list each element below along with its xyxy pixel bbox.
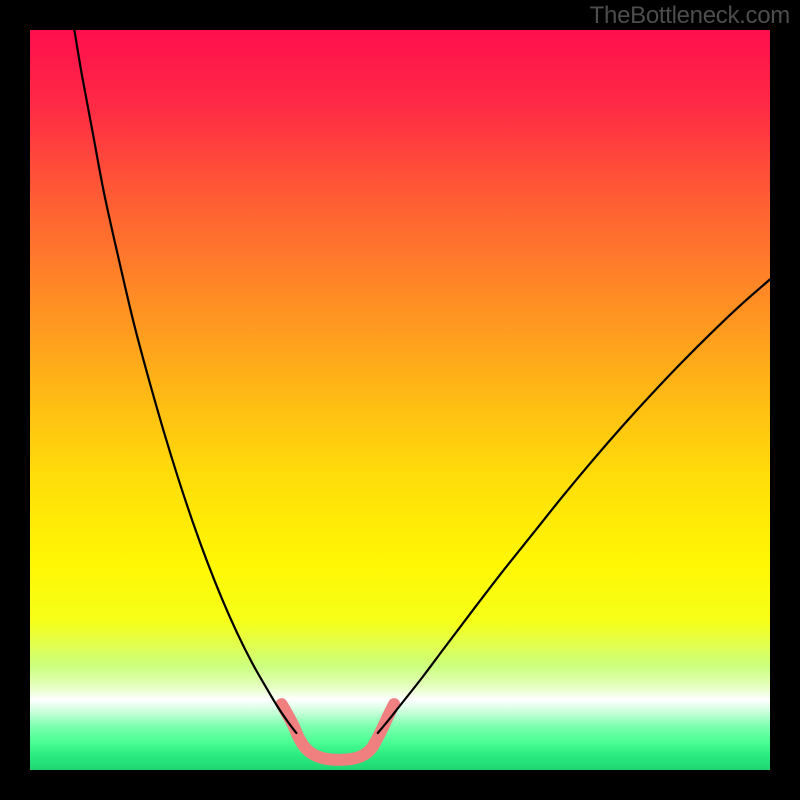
chart-background xyxy=(30,30,770,770)
plot-area xyxy=(30,30,770,770)
watermark-text: TheBottleneck.com xyxy=(590,2,790,30)
chart-root: TheBottleneck.com xyxy=(0,0,800,800)
plot-svg xyxy=(30,30,770,770)
